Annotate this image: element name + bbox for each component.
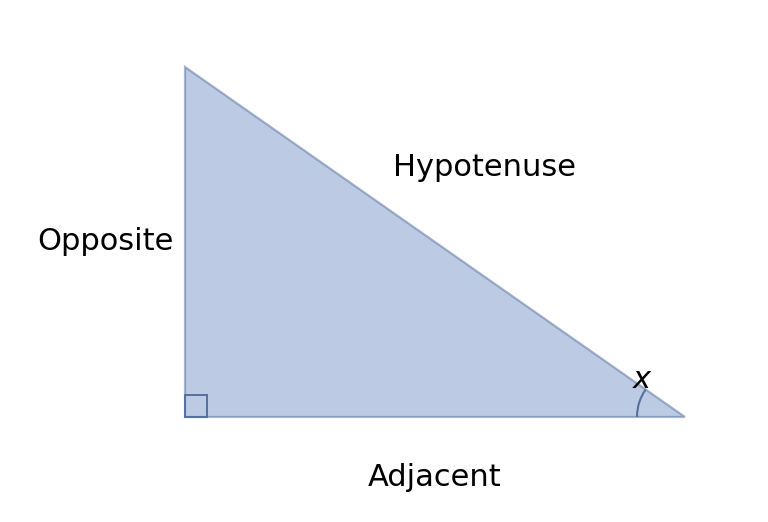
Polygon shape [185,67,685,417]
Text: Adjacent: Adjacent [368,462,502,492]
Text: Opposite: Opposite [37,228,174,256]
Text: $x$: $x$ [633,363,654,395]
Text: Hypotenuse: Hypotenuse [393,152,577,182]
